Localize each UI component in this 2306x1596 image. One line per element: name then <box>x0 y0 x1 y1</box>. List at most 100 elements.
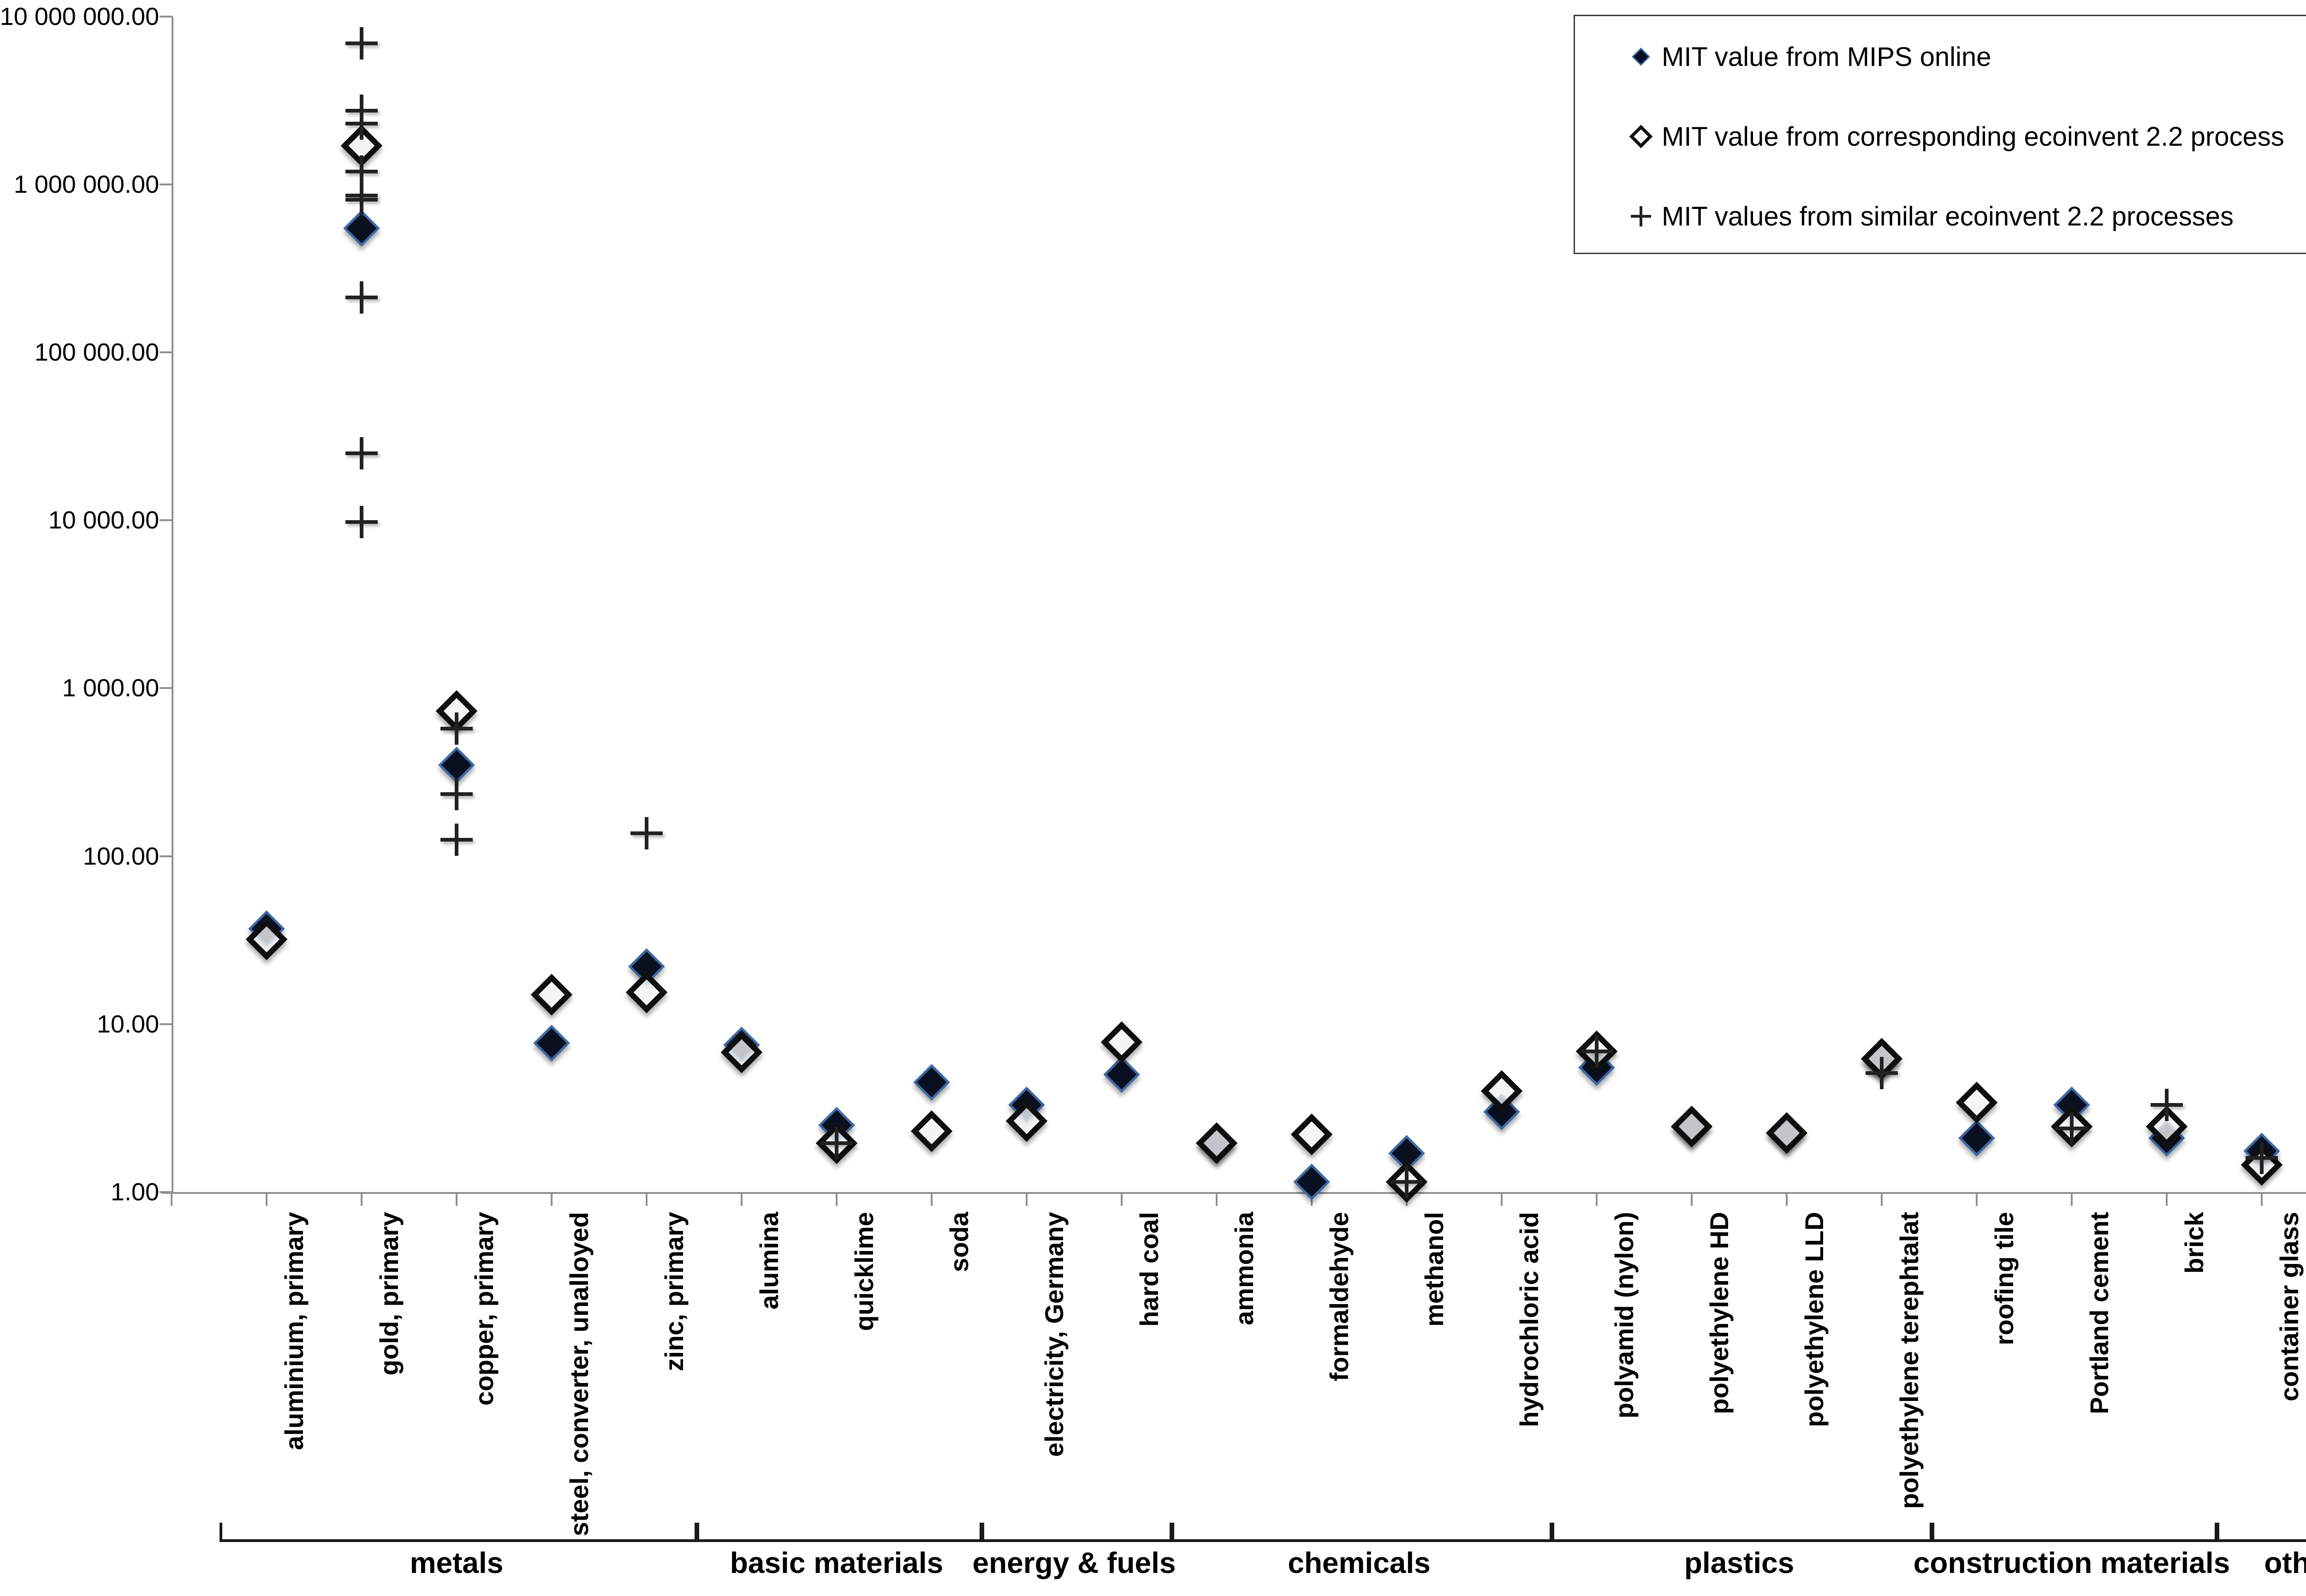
legend-label: MIT value from MIPS online <box>1662 42 1991 72</box>
x-tick <box>1976 1192 1978 1206</box>
x-category-label: polyethylene HD <box>1705 1212 1734 1414</box>
group-label: metals <box>410 1546 504 1579</box>
open-diamond-icon <box>1625 120 1657 153</box>
group-label: plastics <box>1684 1546 1795 1579</box>
group-label: energy & fuels <box>972 1546 1176 1579</box>
x-tick <box>1691 1192 1693 1206</box>
marker-plus <box>345 281 378 314</box>
y-tick <box>160 1023 172 1025</box>
marker-plus <box>2056 1112 2088 1145</box>
x-tick <box>836 1192 838 1206</box>
legend-label: MIT value from corresponding ecoinvent 2… <box>1662 121 2284 152</box>
marker-plus <box>345 437 378 470</box>
marker-plus <box>1866 1057 1898 1090</box>
x-category-label: zinc, primary <box>660 1212 689 1371</box>
x-category-label: polyethylene LLD <box>1800 1212 1829 1427</box>
marker-open-diamond <box>625 971 668 1013</box>
x-category-label: gold, primary <box>374 1212 404 1376</box>
marker-filled-diamond <box>913 1064 950 1101</box>
x-tick <box>1121 1192 1123 1206</box>
marker-plus <box>345 27 378 60</box>
marker-plus <box>440 824 473 856</box>
x-tick <box>741 1192 743 1206</box>
y-tick <box>160 351 172 354</box>
x-category-label: roofing tile <box>1990 1212 2019 1346</box>
marker-open-diamond <box>1480 1070 1523 1112</box>
x-category-label: soda <box>945 1212 974 1272</box>
legend-item: MIT value from corresponding ecoinvent 2… <box>1575 109 2306 164</box>
marker-open-diamond <box>1290 1114 1333 1156</box>
y-tick-label: 10 000 000.00 <box>0 2 159 30</box>
marker-plus <box>345 184 378 216</box>
y-tick <box>160 855 172 857</box>
y-tick-label: 100 000.00 <box>34 338 159 367</box>
marker-plus <box>345 107 378 140</box>
y-tick-label: 1 000 000.00 <box>13 170 159 198</box>
marker-open-diamond <box>1670 1106 1713 1148</box>
x-tick <box>2166 1192 2168 1206</box>
y-tick-label: 100.00 <box>83 842 159 870</box>
group-bracket <box>220 1523 699 1542</box>
x-category-label: polyamid (nylon) <box>1610 1212 1639 1418</box>
x-tick <box>171 1192 172 1206</box>
x-category-label: electricity, Germany <box>1040 1212 1069 1457</box>
x-category-label: ammonia <box>1230 1212 1259 1325</box>
y-tick <box>160 519 172 522</box>
x-tick <box>1501 1192 1503 1206</box>
legend-label: MIT values from similar ecoinvent 2.2 pr… <box>1662 201 2234 231</box>
x-category-label: methanol <box>1420 1212 1449 1327</box>
y-tick <box>160 687 172 689</box>
x-category-label: brick <box>2180 1212 2209 1274</box>
x-tick <box>266 1192 267 1206</box>
x-tick <box>1216 1192 1218 1206</box>
x-category-label: Portland cement <box>2085 1212 2114 1414</box>
y-tick-label: 10 000.00 <box>48 506 159 534</box>
marker-plus <box>1581 1035 1613 1068</box>
marker-plus <box>2151 1089 2183 1121</box>
group-label: basic materials <box>730 1546 944 1579</box>
marker-open-diamond <box>1195 1122 1238 1164</box>
x-category-label: polyethylene terephtalat <box>1895 1212 1924 1509</box>
x-tick <box>2261 1192 2263 1206</box>
marker-open-diamond <box>720 1031 763 1074</box>
marker-filled-diamond <box>533 1025 570 1062</box>
x-tick <box>1786 1192 1788 1206</box>
legend-item: MIT values from similar ecoinvent 2.2 pr… <box>1575 189 2306 244</box>
group-bracket <box>1930 1523 2219 1542</box>
x-tick <box>646 1192 648 1206</box>
group-label: construction materials <box>1913 1546 2230 1579</box>
y-tick-label: 1.00 <box>110 1178 159 1206</box>
x-tick <box>456 1192 458 1206</box>
marker-open-diamond <box>1765 1112 1808 1154</box>
x-category-label: aluminium, primary <box>279 1212 309 1450</box>
group-bracket <box>695 1523 984 1542</box>
x-category-label: hydrochloric acid <box>1515 1212 1544 1427</box>
x-category-label: formaldehyde <box>1325 1212 1354 1382</box>
marker-plus <box>630 817 663 849</box>
group-bracket <box>2215 1523 2306 1542</box>
marker-open-diamond <box>910 1110 953 1152</box>
marker-plus <box>345 155 378 188</box>
marker-plus <box>1391 1165 1423 1198</box>
x-tick <box>551 1192 553 1206</box>
x-axis <box>161 1192 2306 1194</box>
legend-item: MIT value from MIPS online <box>1575 29 2306 84</box>
y-axis <box>172 17 173 1192</box>
plus-icon <box>1625 200 1657 232</box>
x-category-label: container glass <box>2275 1212 2304 1401</box>
x-category-label: hard coal <box>1135 1212 1164 1327</box>
marker-plus <box>440 712 473 745</box>
marker-open-diamond <box>530 973 573 1015</box>
group-label: chemicals <box>1288 1546 1431 1579</box>
marker-open-diamond <box>1100 1021 1143 1063</box>
marker-plus <box>440 777 473 810</box>
legend: MIT value from MIPS online MIT value fro… <box>1574 15 2306 254</box>
x-category-label: quicklime <box>850 1212 879 1331</box>
x-tick <box>1881 1192 1883 1206</box>
y-tick <box>160 1191 172 1193</box>
group-bracket <box>1170 1523 1554 1542</box>
marker-open-diamond <box>1955 1082 1998 1124</box>
y-tick-label: 10.00 <box>96 1010 159 1038</box>
filled-diamond-icon <box>1625 41 1657 73</box>
